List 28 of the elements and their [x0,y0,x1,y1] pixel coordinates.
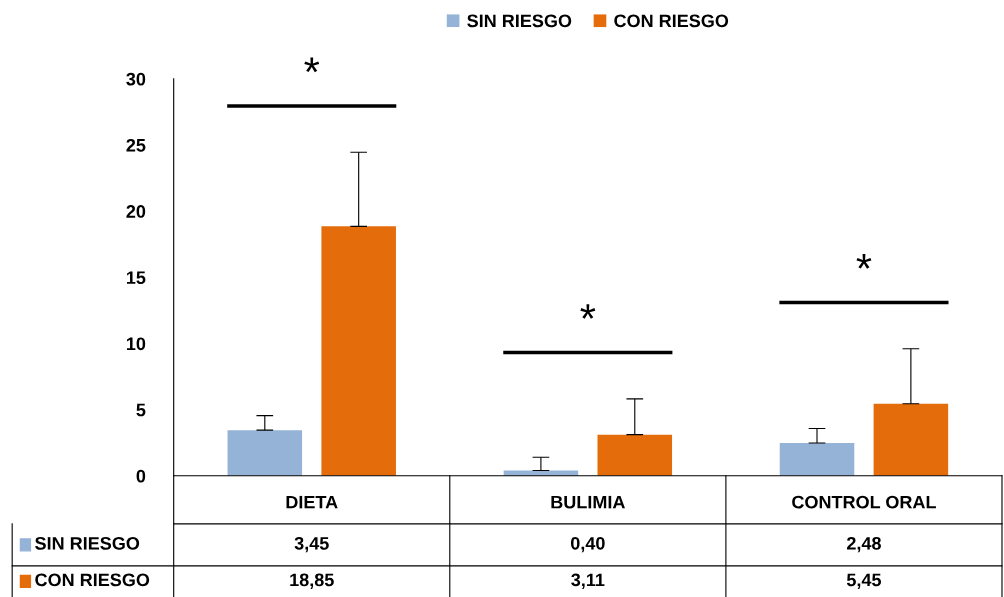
y-tick-label: 15 [126,271,146,285]
data-label: 2,48 [847,536,881,553]
legend-label: SIN RIESGO [35,536,140,550]
text: * [304,57,320,73]
x-tick-label: BULIMIA [551,495,625,509]
data-label: 3,11 [571,573,605,589]
y-tick-label: 25 [126,138,146,152]
annotation: * [856,254,872,269]
bar [597,434,673,476]
text: SIN RIESGO [467,14,572,28]
y-tick-label: 0 [136,469,146,483]
y-tick-label: 20 [126,205,146,218]
text: CON RIESGO [614,14,729,28]
data-label: 18,85 [290,573,334,589]
bar [321,226,396,476]
x-tick-label: CONTROL ORAL [792,495,936,509]
y-tick-label: 10 [126,337,146,351]
y-tick-label: 30 [126,72,146,86]
legend-label: CON RIESGO [35,573,150,587]
bar [779,442,855,476]
bar [227,430,303,476]
y-tick-label: 5 [136,403,146,417]
x-tick-label: DIETA [286,495,338,509]
bar [873,403,949,476]
data-label: 5,45 [846,573,882,589]
data-label: 3,45 [294,536,329,553]
data-label: 0,40 [570,536,605,553]
annotation: * [580,304,596,319]
